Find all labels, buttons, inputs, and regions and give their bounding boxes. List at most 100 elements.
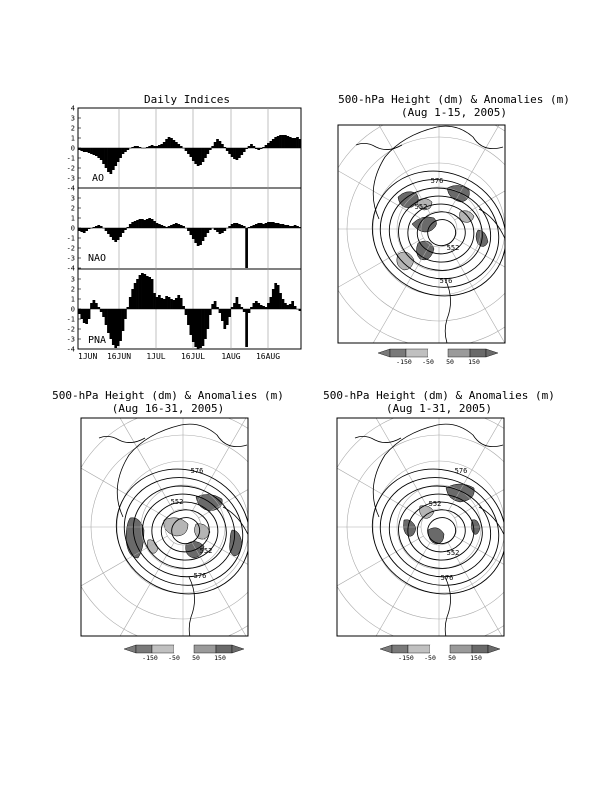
pna-bar bbox=[269, 297, 273, 309]
coastline-north-america bbox=[444, 576, 451, 636]
ao-bar bbox=[145, 147, 149, 148]
ao-bar bbox=[199, 148, 202, 165]
height-contour bbox=[416, 211, 466, 255]
ao-bar bbox=[189, 148, 193, 157]
pna-bar bbox=[109, 309, 113, 339]
nao-bar bbox=[269, 222, 273, 228]
ao-bar bbox=[262, 147, 265, 148]
height-contour bbox=[398, 493, 483, 569]
meridian-line bbox=[372, 244, 431, 343]
nao-bar bbox=[237, 224, 241, 228]
nao-bar bbox=[276, 223, 280, 228]
map2-anomaly-legend: -150 -50 50 150 bbox=[123, 644, 245, 662]
y-tick-label: -4 bbox=[67, 265, 75, 273]
pna-bar bbox=[199, 309, 202, 348]
nao-bar bbox=[240, 225, 244, 228]
legend-label: -50 bbox=[424, 654, 436, 662]
ao-bar bbox=[284, 135, 287, 148]
pna-bar bbox=[131, 289, 135, 309]
anomaly-shading bbox=[194, 523, 211, 540]
legend-label: 50 bbox=[192, 654, 200, 662]
ao-bar bbox=[221, 144, 224, 148]
anomaly-shading bbox=[446, 185, 470, 203]
nao-bar bbox=[109, 228, 113, 237]
map1-contour-label: 552 bbox=[447, 244, 460, 252]
coastline-africa bbox=[354, 436, 402, 443]
map1-polar-plot bbox=[337, 124, 506, 344]
ao-bar bbox=[267, 143, 270, 148]
ao-bar bbox=[245, 148, 248, 149]
map1-contour-label: 552 bbox=[415, 203, 428, 211]
pna-bar bbox=[233, 303, 236, 309]
pna-bar bbox=[138, 275, 142, 309]
nao-bar bbox=[274, 223, 278, 228]
nao-bar bbox=[94, 226, 98, 228]
nao-bar bbox=[213, 228, 217, 230]
coastline-eurasia bbox=[116, 423, 248, 518]
meridian-line bbox=[454, 190, 505, 221]
pna-bar bbox=[208, 309, 212, 315]
map2-title-line1: 500-hPa Height (dm) & Anomalies (m) bbox=[52, 389, 284, 402]
height-contour bbox=[132, 485, 236, 578]
nao-bar bbox=[111, 228, 115, 240]
pna-bar bbox=[298, 309, 302, 311]
pna-bar bbox=[121, 309, 125, 331]
coastline-eurasia bbox=[372, 423, 504, 518]
nao-bar bbox=[160, 225, 164, 228]
ao-bar bbox=[184, 148, 188, 151]
map-panel-aug-16-31: 500-hPa Height (dm) & Anomalies (m) (Aug… bbox=[52, 389, 284, 662]
pna-bar bbox=[99, 309, 103, 312]
ao-bar bbox=[274, 137, 278, 148]
y-tick-label: -1 bbox=[67, 155, 75, 163]
y-tick-label: -2 bbox=[67, 245, 75, 253]
y-tick-label: -4 bbox=[67, 346, 75, 354]
pna-bar bbox=[291, 301, 295, 309]
legend-label: -50 bbox=[422, 358, 434, 366]
pna-bar bbox=[230, 307, 234, 309]
y-tick-label: -3 bbox=[67, 175, 75, 183]
y-tick-label: 0 bbox=[71, 225, 75, 233]
legend-arrow-left bbox=[377, 348, 391, 358]
nao-bar bbox=[257, 223, 261, 228]
coastline-north-america bbox=[188, 576, 195, 636]
nao-bar bbox=[296, 226, 299, 228]
pna-bar bbox=[111, 309, 115, 345]
daily-indices-panel: Daily Indices AO NAO PNA 4 3 2 1 0 -1 -2 -3 -4 3 2… bbox=[67, 93, 302, 361]
nao-bar bbox=[119, 228, 122, 237]
height-contour bbox=[115, 468, 248, 595]
nao-bar bbox=[262, 224, 265, 228]
legend-label: 150 bbox=[468, 358, 480, 366]
pna-bar bbox=[172, 300, 176, 309]
anomaly-shading bbox=[396, 251, 415, 271]
nao-bar bbox=[174, 223, 178, 228]
nao-bar bbox=[199, 228, 202, 245]
y-tick-label: 0 bbox=[71, 145, 75, 153]
ao-bar bbox=[97, 148, 101, 158]
ao-bar bbox=[107, 148, 110, 172]
ao-bar bbox=[179, 146, 183, 148]
nao-bar bbox=[82, 228, 86, 233]
meridian-line bbox=[81, 467, 168, 519]
coastline-europe bbox=[478, 208, 505, 285]
y-tick-label: 2 bbox=[71, 125, 75, 133]
map1-contour-label: 576 bbox=[431, 177, 444, 185]
legend-arrow-right bbox=[231, 644, 245, 654]
pna-bar bbox=[102, 309, 105, 317]
x-tick-label: 16JUL bbox=[181, 352, 205, 361]
nao-bar bbox=[165, 227, 168, 228]
pna-bar bbox=[245, 309, 248, 347]
ao-bar bbox=[87, 148, 91, 153]
map1-title-line2: (Aug 1-15, 2005) bbox=[401, 106, 507, 119]
nao-bar bbox=[201, 228, 205, 241]
y-tick-label: 3 bbox=[71, 115, 75, 123]
ao-bar bbox=[250, 144, 253, 148]
nao-bar bbox=[104, 228, 108, 231]
nao-bar bbox=[218, 228, 222, 234]
anomaly-shading bbox=[229, 529, 243, 557]
ao-bars bbox=[78, 135, 302, 174]
nao-bar bbox=[204, 228, 207, 237]
ao-bar bbox=[155, 146, 159, 148]
y-tick-label: -2 bbox=[67, 326, 75, 334]
nao-bar bbox=[242, 226, 246, 228]
ao-bar bbox=[271, 139, 275, 148]
